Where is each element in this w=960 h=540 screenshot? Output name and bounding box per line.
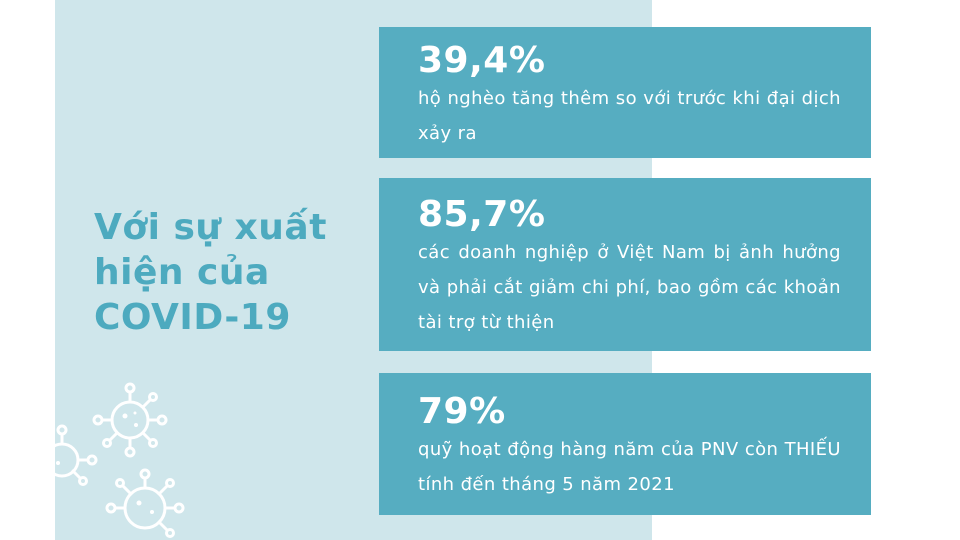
stat-description: các doanh nghiệp ở Việt Nam bị ảnh hưởng… (418, 242, 841, 333)
stat-description: hộ nghèo tăng thêm so với trước khi đại … (418, 88, 841, 144)
virus-icon (92, 382, 168, 458)
stat-card-pnv-funding: 79% quỹ hoạt động hàng năm của PNV còn T… (379, 373, 871, 515)
stat-description: quỹ hoạt động hàng năm của PNV còn THIẾU… (418, 439, 841, 495)
stat-value: 85,7% (418, 194, 546, 235)
headline: Với sự xuất hiện của COVID-19 (94, 205, 354, 340)
virus-decoration (26, 382, 185, 538)
virus-icon (26, 424, 98, 486)
headline-line-2: hiện của (94, 252, 270, 293)
virus-icon (105, 468, 185, 538)
stat-value: 79% (418, 391, 506, 432)
headline-line-1: Với sự xuất (94, 207, 327, 248)
headline-line-3: COVID-19 (94, 297, 291, 338)
stat-card-poor-households: 39,4% hộ nghèo tăng thêm so với trước kh… (379, 27, 871, 158)
stat-value: 39,4% (418, 40, 546, 81)
stat-card-businesses: 85,7% các doanh nghiệp ở Việt Nam bị ảnh… (379, 178, 871, 351)
